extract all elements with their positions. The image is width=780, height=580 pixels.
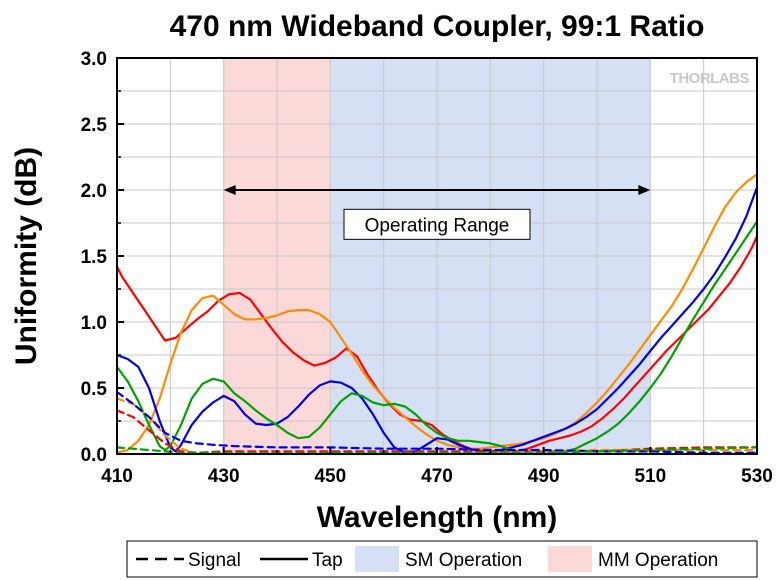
x-axis-title: Wavelength (nm) xyxy=(317,501,558,534)
y-tick-label: 0.5 xyxy=(81,379,108,400)
axis-ticks: 410 430 450 470 490 510 530 0.0 0.5 1.0 1.5 2.0 2.5 3… xyxy=(81,49,773,487)
y-tick-label: 2.0 xyxy=(81,181,107,202)
legend: Signal Tap SM Operation MM Operation xyxy=(126,540,758,578)
y-tick-label: 2.5 xyxy=(81,115,108,136)
tap-line-0 xyxy=(115,235,759,454)
legend-swatch-sm-operation xyxy=(355,546,399,572)
thorlabs-logo: THORLABS xyxy=(670,70,750,87)
legend-label-tap: Tap xyxy=(312,550,343,571)
x-tick-label: 490 xyxy=(528,466,560,487)
x-tick-label: 410 xyxy=(101,466,133,487)
arrow-head-right xyxy=(638,185,651,195)
operating-range-box xyxy=(343,208,531,240)
y-tick-label: 0.0 xyxy=(81,445,107,466)
signal-line-7 xyxy=(115,446,759,454)
series-lines xyxy=(115,173,759,456)
x-tick-label: 430 xyxy=(208,466,240,487)
legend-label-mm-operation: MM Operation xyxy=(598,550,718,571)
operating-range-label: Operating Range xyxy=(365,215,510,236)
legend-label-sm-operation: SM Operation xyxy=(405,550,522,571)
y-tick-label: 3.0 xyxy=(81,49,107,70)
tap-line-3 xyxy=(115,220,759,456)
grid xyxy=(117,58,757,454)
legend-box xyxy=(126,540,758,578)
x-tick-label: 450 xyxy=(314,466,346,487)
chart-title: 470 nm Wideband Coupler, 99:1 Ratio xyxy=(170,10,705,43)
arrow-head-left xyxy=(223,185,236,195)
legend-label-signal: Signal xyxy=(188,550,241,571)
signal-line-6 xyxy=(115,390,759,454)
x-tick-label: 510 xyxy=(634,466,666,487)
operating-range-annotation: Operating Range xyxy=(223,185,651,240)
y-tick-label: 1.5 xyxy=(81,247,108,268)
x-tick-label: 530 xyxy=(741,466,773,487)
y-axis-title: Uniformity (dB) xyxy=(10,147,43,365)
x-tick-label: 470 xyxy=(421,466,453,487)
tap-line-2 xyxy=(115,186,759,454)
y-tick-label: 1.0 xyxy=(81,313,107,334)
tap-line-1 xyxy=(115,173,759,454)
legend-swatch-mm-operation xyxy=(548,546,592,572)
